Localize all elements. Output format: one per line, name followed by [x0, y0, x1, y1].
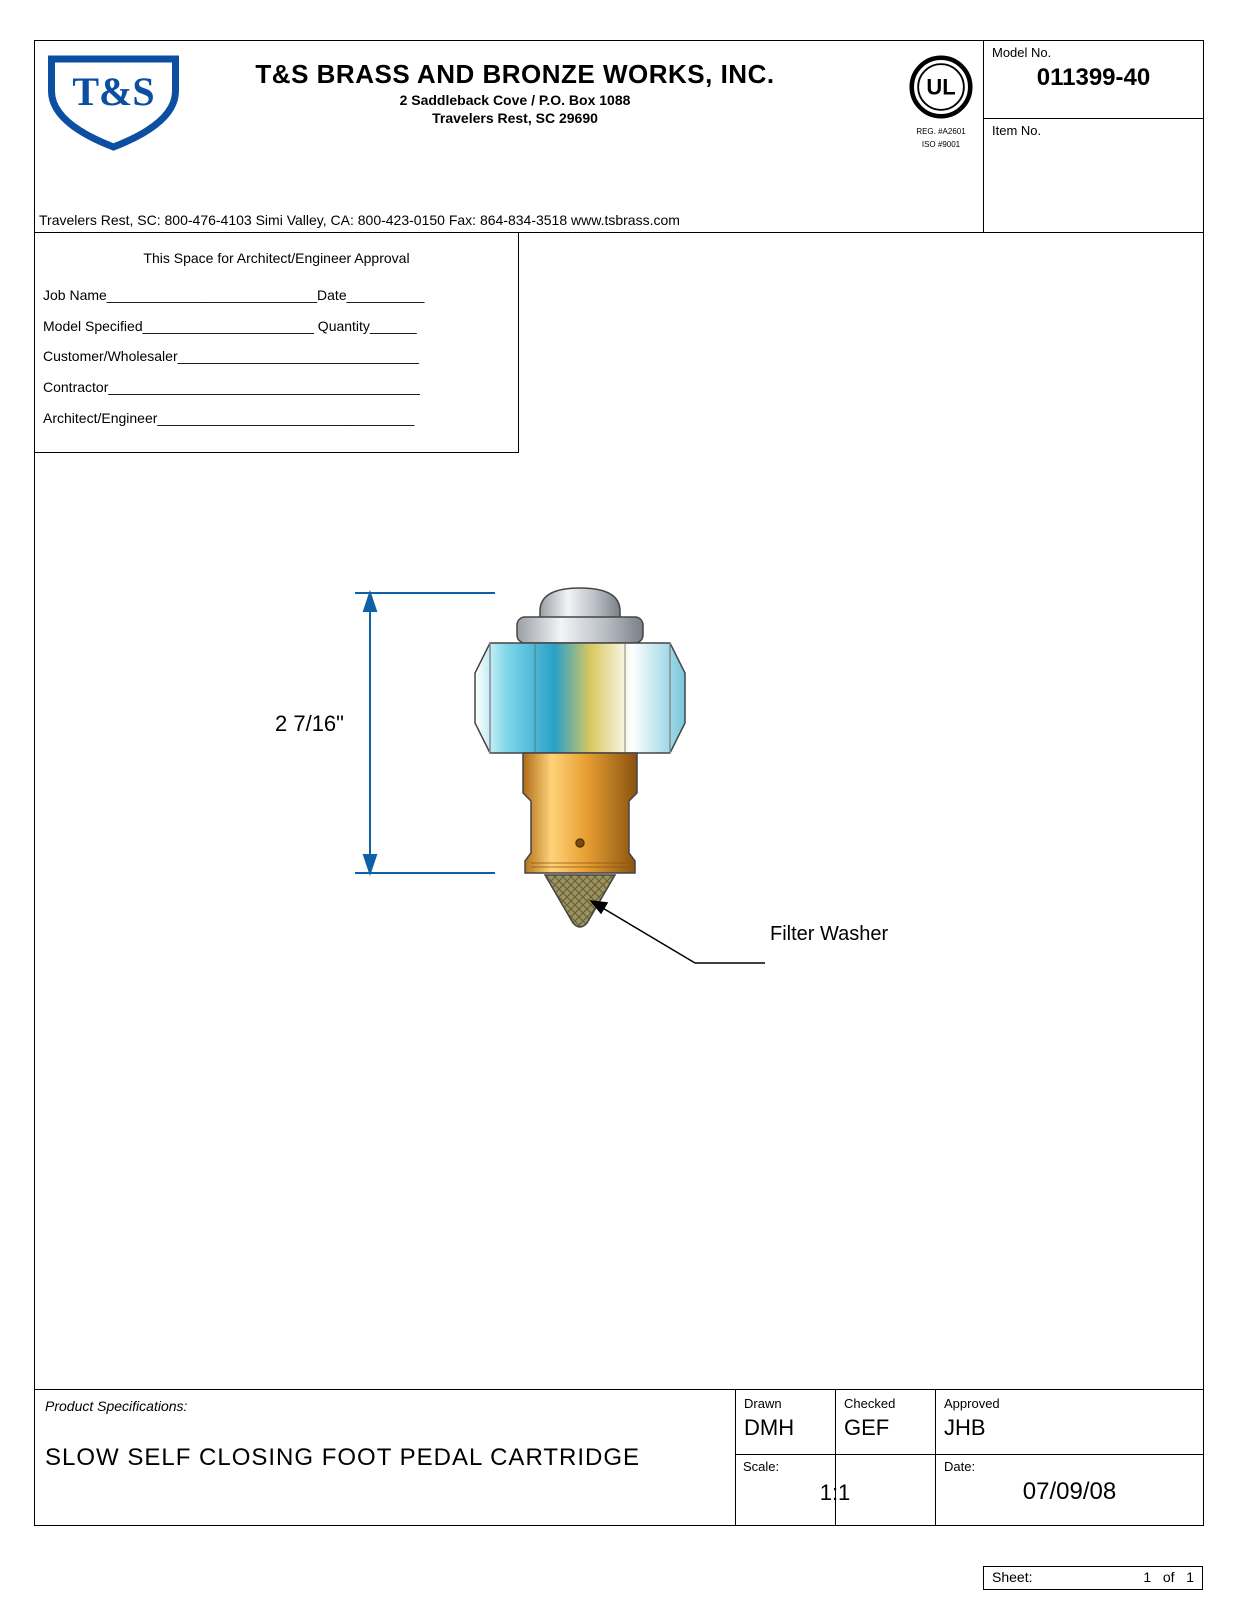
dimension-label: 2 7/16" — [275, 711, 344, 737]
company-address-1: 2 Saddleback Cove / P.O. Box 1088 — [195, 92, 835, 108]
title-block: Product Specifications: SLOW SELF CLOSIN… — [35, 1389, 1203, 1525]
checked-label: Checked — [844, 1396, 927, 1411]
spec-cell: Product Specifications: SLOW SELF CLOSIN… — [35, 1390, 735, 1525]
company-address-2: Travelers Rest, SC 29690 — [195, 110, 835, 126]
date-cell: Date: 07/09/08 — [935, 1455, 1203, 1525]
callout-label: Filter Washer — [770, 923, 888, 946]
company-block: T&S BRASS AND BRONZE WORKS, INC. 2 Saddl… — [195, 59, 835, 126]
svg-text:UL: UL — [926, 74, 955, 99]
product-illustration — [255, 393, 955, 1093]
model-cell: Model No. 011399-40 — [983, 41, 1203, 119]
scale-cell: Scale: 1:1 — [735, 1455, 935, 1525]
scale-value: 1:1 — [743, 1480, 927, 1506]
reg-text-1: REG. #A2601 — [901, 128, 981, 137]
contact-line: Travelers Rest, SC: 800-476-4103 Simi Va… — [39, 212, 979, 228]
sheet-total: 1 — [1186, 1569, 1194, 1585]
checked-value: GEF — [844, 1415, 927, 1441]
logo: T&S — [41, 51, 186, 151]
drawing-area: 2 7/16" Filter Washer — [35, 233, 1203, 1389]
company-name: T&S BRASS AND BRONZE WORKS, INC. — [195, 59, 835, 90]
approved-value: JHB — [944, 1415, 1195, 1441]
sheet-current: 1 — [1143, 1569, 1151, 1585]
page-border: T&S T&S BRASS AND BRONZE WORKS, INC. 2 S… — [34, 40, 1204, 1526]
model-value: 011399-40 — [992, 64, 1195, 92]
scale-label: Scale: — [743, 1459, 927, 1474]
spec-label: Product Specifications: — [45, 1398, 725, 1414]
titleblock-bottom: Scale: 1:1 Date: 07/09/08 — [735, 1454, 1203, 1525]
spec-title: SLOW SELF CLOSING FOOT PEDAL CARTRIDGE — [45, 1444, 725, 1472]
svg-text:T&S: T&S — [72, 69, 154, 114]
drawn-label: Drawn — [744, 1396, 827, 1411]
sheet-label: Sheet: — [992, 1569, 1032, 1585]
ul-mark: UL REG. #A2601 ISO #9001 — [901, 55, 981, 150]
date-label: Date: — [944, 1459, 1195, 1474]
model-label: Model No. — [992, 45, 1195, 60]
reg-text-2: ISO #9001 — [901, 141, 981, 150]
drawn-value: DMH — [744, 1415, 827, 1441]
sheet-of: of — [1163, 1569, 1175, 1585]
approved-label: Approved — [944, 1396, 1195, 1411]
header: T&S T&S BRASS AND BRONZE WORKS, INC. 2 S… — [35, 41, 1203, 233]
date-value: 07/09/08 — [944, 1478, 1195, 1506]
ts-logo-icon: T&S — [41, 51, 186, 151]
item-cell: Item No. — [983, 119, 1203, 233]
ul-icon: UL — [909, 55, 973, 119]
item-label: Item No. — [992, 123, 1195, 138]
sheet-box: Sheet: 1 of 1 — [983, 1566, 1203, 1590]
